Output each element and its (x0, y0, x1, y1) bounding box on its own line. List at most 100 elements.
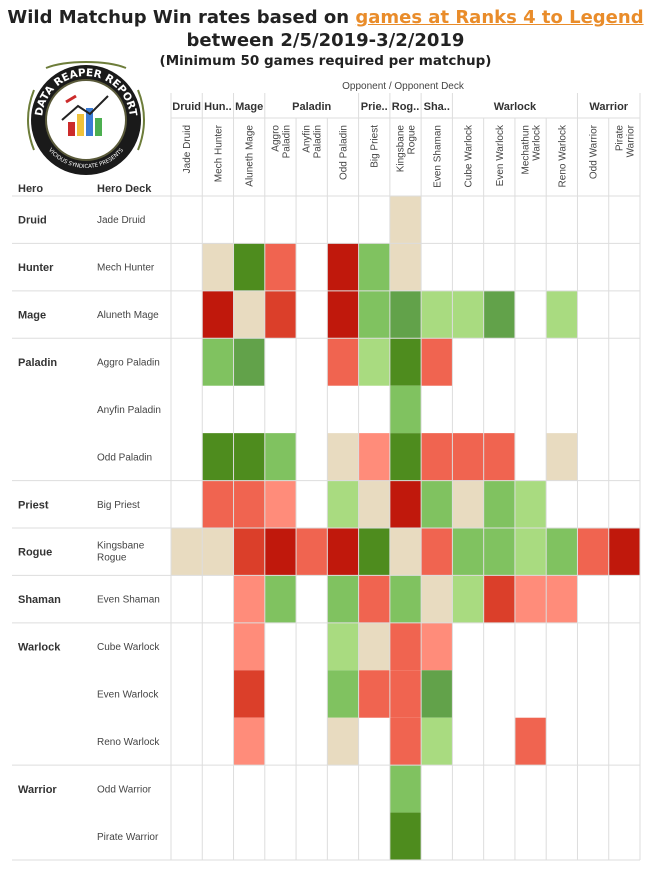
matchup-cell (389, 385, 422, 434)
matchup-cell (514, 528, 547, 576)
matchup-cell (389, 480, 422, 528)
deck-label-cube-warlock: Cube Warlock (97, 642, 160, 653)
matchup-cell (296, 528, 328, 576)
deck-label-jade-druid: Jade Druid (97, 215, 145, 226)
matchup-cell (389, 575, 422, 623)
column-label-line: Aluneth Mage (245, 125, 256, 187)
hero-label-mage: Mage (18, 310, 46, 322)
opponent-hero-warlock: Warlock (494, 101, 537, 113)
column-label-line: Reno Warlock (557, 124, 568, 187)
column-label-anyfin-paladin: AnyfinPaladin (302, 125, 324, 158)
matchup-cell (358, 433, 390, 481)
matchup-cell (546, 575, 578, 623)
matchup-cell (327, 338, 359, 386)
matchup-cell (202, 290, 234, 339)
matchup-cell (389, 243, 422, 291)
column-label-line: Paladin (313, 125, 324, 158)
column-label-odd-warrior: Odd Warrior (589, 124, 600, 179)
matchup-cell (264, 243, 297, 291)
opponent-hero-rog: Rog.. (392, 101, 420, 113)
matchup-cell (483, 433, 515, 481)
matchup-cell (421, 290, 453, 339)
matchup-cell (452, 480, 484, 528)
matchup-cell (452, 575, 484, 623)
matchup-cell (358, 243, 390, 291)
matchup-cell (389, 670, 422, 718)
column-label-pirate-warrior: PirateWarrior (614, 124, 636, 157)
matchup-cell (358, 622, 390, 671)
matchup-cell (233, 243, 265, 291)
hero-label-hunter: Hunter (18, 262, 54, 274)
matchup-cell (389, 196, 422, 244)
opponent-hero-paladin: Paladin (292, 101, 331, 113)
matchup-cell (421, 433, 453, 481)
matchup-cell (514, 575, 547, 623)
matchup-cell (421, 338, 453, 386)
matchup-cell (483, 575, 515, 623)
matchup-cell (233, 575, 265, 623)
data-reaper-logo: DATA REAPER REPORT VICIOUS SYNDICATE PRE… (27, 61, 145, 175)
column-label-jade-druid: Jade Druid (182, 125, 193, 173)
column-label-cube-warlock: Cube Warlock (464, 124, 475, 187)
matchup-cell (327, 290, 359, 339)
matchup-cell (233, 622, 265, 671)
hero-label-shaman: Shaman (18, 594, 61, 606)
hero-label-druid: Druid (18, 215, 47, 227)
ranks-link[interactable]: games at Ranks 4 to Legend (355, 7, 644, 28)
matchup-cell (233, 338, 265, 386)
column-label-line: Aggro (270, 125, 281, 152)
matchup-cell (202, 243, 234, 291)
logo-vines (27, 61, 145, 151)
deck-label-pirate-warrior: Pirate Warrior (97, 832, 159, 843)
deck-label-line: Rogue (97, 553, 127, 564)
matchup-cell (421, 717, 453, 766)
matchup-cell (358, 528, 390, 576)
column-label-line: Pirate (614, 125, 625, 152)
matchup-cell (358, 290, 390, 339)
hero-label-paladin: Paladin (18, 357, 57, 369)
deck-label-aggro-paladin: Aggro Paladin (97, 358, 160, 369)
matchup-cell (327, 243, 359, 291)
matchup-cell (389, 622, 422, 671)
matchup-cell (233, 528, 265, 576)
matchup-cell (233, 290, 265, 339)
matchup-cell (358, 670, 390, 718)
column-label-reno-warlock: Reno Warlock (557, 124, 568, 187)
deck-label-odd-warrior: Odd Warrior (97, 784, 152, 795)
deck-label-kingsbane-rogue: Kingsbane Rogue (97, 541, 145, 564)
column-label-aluneth-mage: Aluneth Mage (245, 125, 256, 187)
matchup-cell (327, 433, 359, 481)
opponent-hero-hun: Hun.. (204, 101, 232, 113)
matchup-cell (421, 480, 453, 528)
matchup-cell (327, 622, 359, 671)
column-label-line: Cube Warlock (464, 124, 475, 187)
matchup-cell (389, 433, 422, 481)
matchup-cell (264, 290, 297, 339)
matchup-cell (358, 575, 390, 623)
matchup-cell (358, 480, 390, 528)
matchup-cell (264, 528, 297, 576)
matchup-cell (202, 433, 234, 481)
matchup-cell (421, 622, 453, 671)
column-label-line: Even Shaman (432, 125, 443, 188)
matchup-cell (327, 717, 359, 766)
matchup-cell (202, 528, 234, 576)
hero-label-rogue: Rogue (18, 547, 52, 559)
column-label-kingsbane-rogue: KingsbaneRogue (396, 125, 418, 173)
matchup-cell (452, 290, 484, 339)
matchup-cell (389, 338, 422, 386)
matchup-cell (327, 575, 359, 623)
matchup-cell (264, 575, 297, 623)
column-label-line: Jade Druid (182, 125, 193, 173)
title-prefix: Wild Matchup Win rates based on (7, 7, 356, 28)
matchup-cell (327, 480, 359, 528)
deck-label-anyfin-paladin: Anyfin Paladin (97, 405, 161, 416)
matchup-cell (546, 528, 578, 576)
hero-label-priest: Priest (18, 499, 49, 511)
matchup-cell (452, 528, 484, 576)
deck-label-mech-hunter: Mech Hunter (97, 263, 155, 274)
column-label-line: Anyfin (302, 125, 313, 153)
title-date-range: between 2/5/2019-3/2/2019 (186, 30, 465, 51)
column-label-even-shaman: Even Shaman (432, 125, 443, 188)
